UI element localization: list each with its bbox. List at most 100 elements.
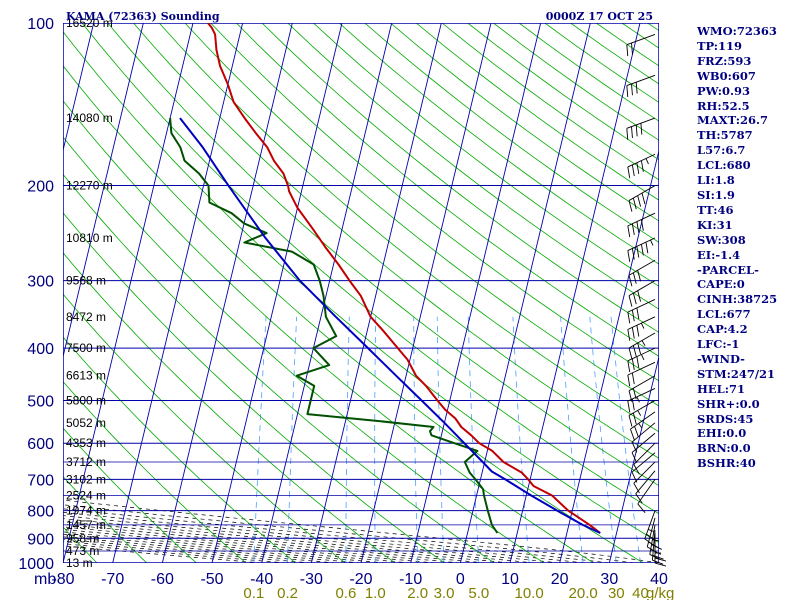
isotherm (410, 23, 542, 563)
moist-adiabat (63, 523, 486, 563)
height-label: 14080 m (66, 111, 113, 125)
mixing-ratio-label: 40 (632, 585, 649, 600)
parcel-profile-line (179, 117, 601, 534)
height-label: 8472 m (66, 310, 106, 324)
wind-barb (627, 299, 656, 324)
temperature-tick-label: -10 (399, 571, 422, 588)
mixing-ratio-label: 20.0 (569, 585, 598, 600)
wind-barb (627, 388, 656, 413)
wind-barbs (626, 34, 667, 567)
pressure-tick-label: 500 (27, 393, 54, 410)
pressure-unit-label: mb (34, 571, 56, 588)
pressure-tick-label: 100 (27, 16, 54, 33)
mixing-ratio-label: 2.0 (407, 585, 428, 600)
pressure-tick-label: 900 (27, 531, 54, 548)
index-item: BRN:0.0 (697, 441, 751, 456)
isotherm (112, 23, 244, 563)
height-label: 5052 m (66, 416, 106, 430)
dry-adiabat (133, 23, 659, 459)
temperature-tick-label: 20 (551, 571, 569, 588)
height-label: 10810 m (66, 231, 113, 245)
height-label: 1457 m (66, 518, 106, 532)
pressure-tick-label: 300 (27, 274, 54, 291)
index-item: LCL:680 (697, 158, 751, 173)
index-item: EHI:0.0 (697, 426, 747, 441)
mixing-ratio-line (589, 316, 617, 563)
dry-adiabat (81, 23, 659, 515)
temperature-tick-label: -50 (200, 571, 223, 588)
index-item: BSHR:40 (697, 456, 756, 471)
index-item: SI:1.9 (697, 187, 735, 202)
index-item: LI:1.8 (697, 173, 735, 188)
mixing-ratio-lines (253, 316, 641, 563)
height-label: 3102 m (66, 472, 106, 486)
height-label: 7500 m (66, 341, 106, 355)
index-item: LCL:677 (697, 307, 751, 322)
index-item: CAPE:0 (697, 277, 745, 292)
height-label: 13 m (66, 556, 93, 570)
pressure-tick-label: 1000 (18, 556, 54, 573)
index-item: TT:46 (697, 202, 734, 217)
height-label: 12270 m (66, 179, 113, 193)
dry-adiabat (261, 23, 659, 333)
pressure-tick-label: 200 (27, 179, 54, 196)
temperature-tick-label: 40 (650, 571, 668, 588)
index-item: -PARCEL- (697, 262, 759, 277)
mixing-ratio-label: 5.0 (468, 585, 489, 600)
wind-barb (627, 153, 656, 179)
wind-barb (630, 411, 656, 440)
isotherm (63, 23, 95, 153)
wind-barb (628, 185, 656, 212)
mixing-ratio-label: 0.6 (335, 585, 356, 600)
index-item: LFC:-1 (697, 337, 740, 352)
isotherm (63, 23, 144, 359)
wind-barb (633, 461, 656, 494)
temperature-tick-label: -70 (101, 571, 124, 588)
wind-barb (631, 422, 656, 453)
wind-barb (626, 34, 656, 57)
dry-adiabat (287, 23, 659, 310)
index-item: -WIND- (697, 351, 745, 366)
dry-adiabat (313, 23, 659, 287)
index-item: SRDS:45 (697, 411, 754, 426)
mixing-ratio-line (467, 316, 480, 563)
mixing-ratio-line (560, 316, 584, 563)
height-label: 9568 m (66, 274, 106, 288)
pressure-tick-label: 400 (27, 341, 54, 358)
index-item: SW:308 (697, 232, 746, 247)
dry-adiabat (158, 23, 659, 433)
mixing-ratio-line (287, 316, 297, 563)
index-item: SHR+:0.0 (697, 396, 760, 411)
height-label: 958 m (66, 531, 99, 545)
index-item: L57:6.7 (697, 143, 746, 158)
index-item: PW:0.93 (697, 83, 751, 98)
index-item: WMO:72363 (697, 24, 777, 38)
isotherm (161, 23, 293, 563)
isotherm (211, 23, 343, 563)
observation-time: 0000Z 17 OCT 25 (546, 10, 653, 23)
moist-adiabats (63, 499, 659, 563)
wind-barb (627, 212, 656, 238)
height-label: 3712 m (66, 455, 106, 469)
pressure-tick-label: 800 (27, 504, 54, 521)
wind-barb (626, 74, 656, 97)
wind-barb (628, 280, 656, 307)
isotherm (261, 23, 393, 563)
wind-barb (633, 442, 656, 475)
wind-barb (628, 400, 656, 427)
index-item: MAXT:26.7 (697, 113, 768, 128)
mixing-ratio-label: 1.0 (365, 585, 386, 600)
index-item: CAP:4.2 (697, 322, 748, 337)
dewpoint-profile-line (169, 118, 499, 534)
temperature-tick-label: 0 (456, 571, 465, 588)
moist-adiabat (63, 504, 635, 563)
mixing-unit-label: g/kg (646, 585, 674, 600)
index-item: TP:119 (697, 38, 743, 53)
temperature-tick-label: 30 (600, 571, 618, 588)
wind-barb (627, 316, 656, 341)
temperature-profile-line (207, 23, 601, 534)
moist-adiabat (63, 518, 535, 563)
isotherm (310, 23, 442, 563)
